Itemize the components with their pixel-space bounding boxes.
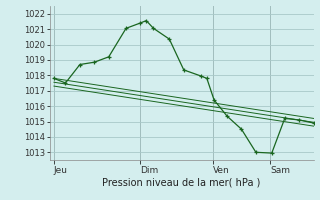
X-axis label: Pression niveau de la mer( hPa ): Pression niveau de la mer( hPa )	[102, 177, 261, 187]
